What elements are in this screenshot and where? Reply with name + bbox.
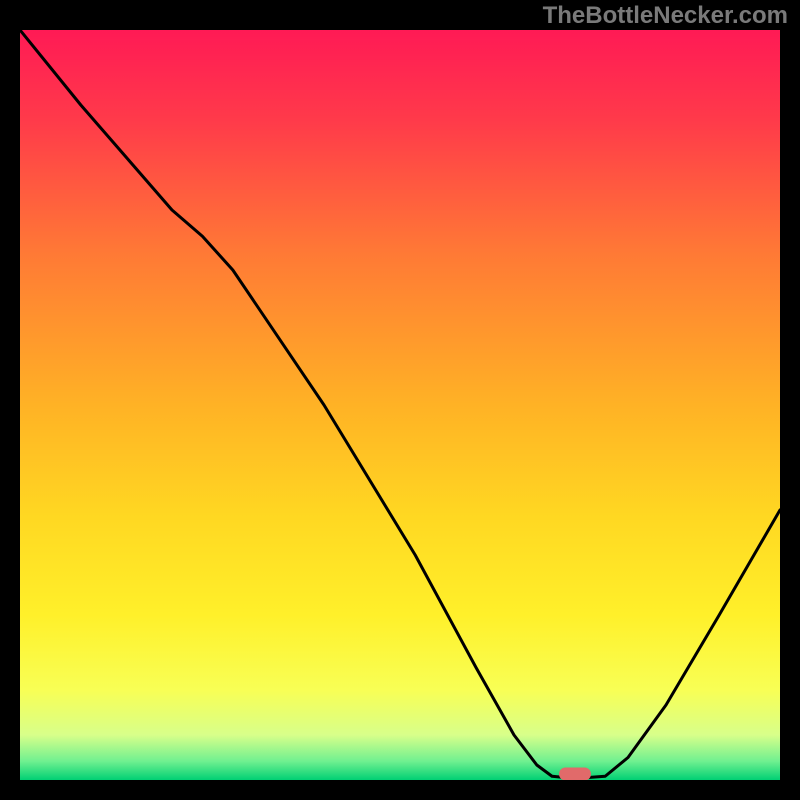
chart-plot-area <box>20 30 780 780</box>
optimal-point-marker <box>559 768 591 781</box>
watermark-text: TheBottleNecker.com <box>543 2 788 30</box>
bottleneck-curve <box>20 30 780 780</box>
